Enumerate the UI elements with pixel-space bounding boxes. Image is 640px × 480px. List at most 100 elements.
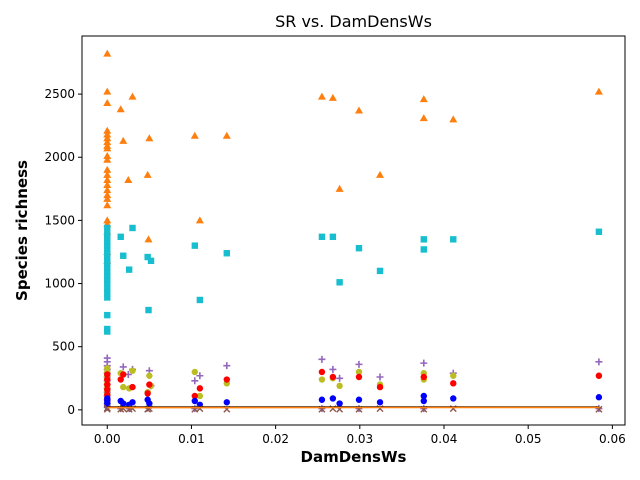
y-axis: 0 500 1000 1500 2000 2500	[44, 87, 82, 417]
data-point	[336, 279, 343, 286]
x-tick-label: 0.06	[599, 432, 626, 446]
data-point	[103, 186, 112, 194]
data-point	[103, 216, 112, 224]
data-point	[420, 392, 427, 400]
y-tick-label: 0	[67, 403, 75, 417]
data-point	[103, 201, 112, 209]
data-point	[376, 373, 384, 381]
data-point	[376, 383, 384, 391]
data-point	[146, 381, 153, 388]
x-tick-label: 0.04	[431, 432, 458, 446]
data-point	[104, 381, 111, 388]
data-point	[329, 373, 337, 381]
data-point	[103, 138, 112, 146]
data-point	[117, 233, 124, 241]
data-point	[196, 392, 204, 400]
y-tick-label: 1000	[44, 277, 75, 291]
data-point	[450, 380, 457, 387]
data-point	[449, 115, 458, 123]
data-point	[222, 131, 231, 139]
data-point	[129, 383, 136, 391]
data-point	[335, 184, 344, 192]
data-point	[128, 92, 137, 100]
data-point	[420, 236, 427, 243]
data-point	[104, 253, 111, 261]
data-point	[318, 368, 326, 376]
data-point	[104, 268, 111, 276]
data-point	[223, 376, 230, 383]
data-point	[144, 235, 153, 243]
data-point	[450, 395, 457, 402]
data-point	[191, 392, 199, 400]
data-point	[318, 396, 326, 403]
data-point	[318, 355, 326, 363]
data-point	[329, 395, 337, 402]
data-point	[195, 216, 204, 224]
data-point	[196, 372, 204, 380]
data-point	[145, 306, 152, 314]
data-point	[125, 266, 133, 273]
data-point	[354, 106, 363, 114]
y-tick-label: 2000	[44, 150, 75, 164]
data-point	[355, 373, 363, 381]
data-point	[104, 257, 111, 265]
data-point	[120, 252, 127, 259]
data-point	[103, 98, 112, 106]
data-point	[103, 170, 112, 178]
data-point	[420, 373, 427, 381]
data-point	[104, 294, 111, 301]
data-point	[120, 400, 127, 407]
data-point	[318, 233, 326, 241]
x-tick-label: 0.05	[515, 432, 542, 446]
data-point	[146, 372, 153, 379]
data-point	[119, 363, 127, 371]
data-point	[104, 238, 111, 246]
data-point	[143, 170, 152, 178]
y-axis-title: Species richness	[13, 160, 31, 301]
data-point	[355, 244, 363, 252]
y-tick-label: 500	[52, 340, 75, 354]
data-point	[595, 358, 603, 366]
data-point	[355, 360, 363, 368]
data-point	[104, 285, 111, 292]
x-tick-label: 0.02	[262, 432, 289, 446]
data-point	[595, 394, 603, 401]
data-point	[450, 236, 457, 243]
data-point	[223, 362, 231, 370]
data-point	[103, 151, 112, 159]
data-point	[103, 194, 112, 202]
data-point	[103, 191, 112, 199]
data-point	[420, 359, 428, 367]
data-point	[104, 386, 111, 393]
data-point	[376, 399, 384, 406]
data-point	[329, 365, 337, 373]
data-point	[191, 377, 199, 385]
data-point	[104, 276, 111, 283]
data-point	[144, 253, 151, 261]
data-point	[595, 372, 603, 379]
data-point	[103, 175, 112, 183]
data-point	[355, 368, 363, 376]
data-point	[419, 114, 428, 122]
data-point	[103, 181, 112, 189]
data-point	[317, 92, 326, 100]
data-point	[336, 374, 344, 382]
data-point	[145, 134, 154, 142]
data-point	[104, 311, 111, 319]
data-point	[196, 385, 204, 392]
data-point	[191, 368, 199, 376]
data-point	[595, 228, 603, 235]
data-point	[144, 390, 151, 397]
data-point	[129, 399, 136, 406]
data-point	[191, 397, 199, 405]
data-point	[103, 49, 112, 57]
data-point	[450, 372, 457, 379]
data-point	[103, 87, 112, 95]
data-point	[104, 261, 111, 268]
data-point	[129, 367, 136, 374]
x-axis: 0.00 0.01 0.02 0.03 0.04 0.05 0.06	[94, 425, 626, 446]
plot-frame	[81, 35, 626, 426]
data-point	[104, 371, 111, 378]
series-1-square-points	[104, 224, 603, 335]
data-point	[103, 126, 112, 134]
